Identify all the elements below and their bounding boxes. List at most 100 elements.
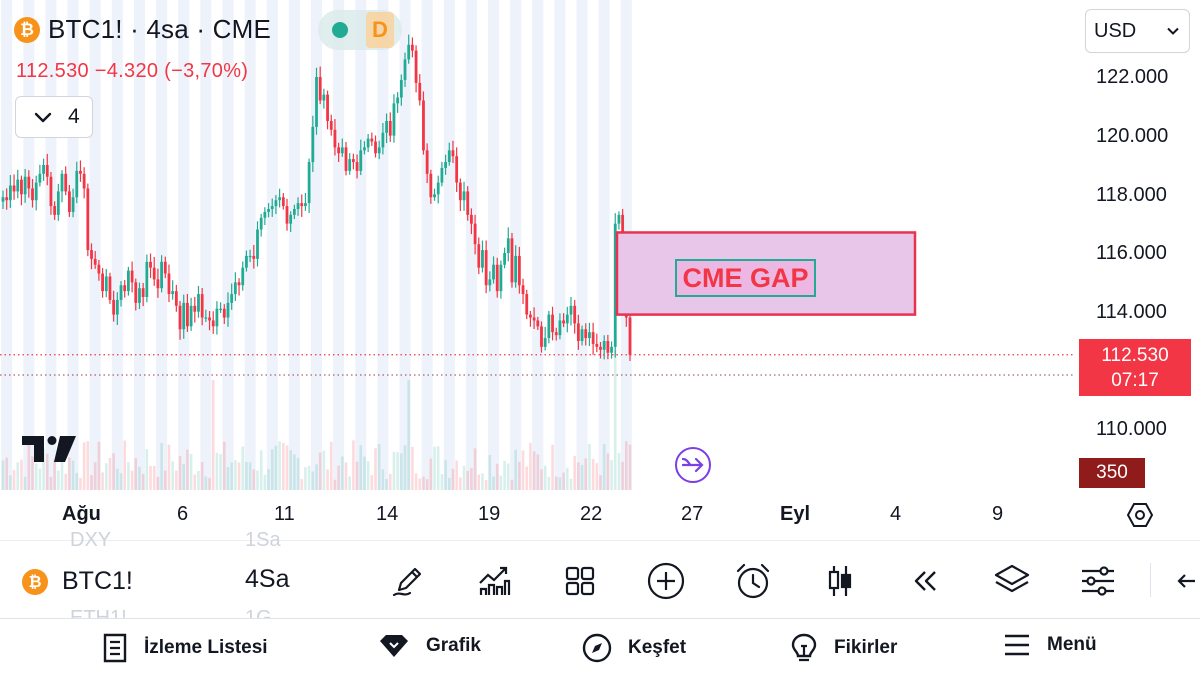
layout-button[interactable] — [558, 559, 602, 603]
replay-button[interactable] — [903, 559, 947, 603]
market-status-pill[interactable]: D — [318, 10, 402, 50]
candle-body — [326, 94, 329, 121]
candle-body — [200, 294, 204, 318]
add-button[interactable] — [644, 559, 688, 603]
session-band — [133, 0, 145, 490]
chart-area[interactable]: ₿ BTC1! · 4sa · CME D 112.530 −4.320 (−3… — [0, 0, 1200, 540]
volume-bar — [49, 476, 53, 490]
volume-bar — [116, 468, 119, 490]
session-band — [443, 0, 455, 490]
y-tick-label: 120.000 — [1096, 125, 1169, 147]
volume-bar — [510, 479, 514, 490]
candle-body — [554, 332, 558, 336]
volume-bar — [270, 449, 274, 490]
candle-body — [12, 185, 16, 192]
volume-bar — [204, 476, 208, 490]
candle-body — [292, 209, 296, 215]
candle-body — [429, 173, 433, 198]
nav-watchlist[interactable]: İzleme Listesi — [102, 633, 268, 663]
nav-chart[interactable]: Grafik — [378, 633, 481, 659]
volume-bar — [252, 469, 256, 490]
volume-bar — [248, 462, 252, 490]
candle-body — [547, 314, 551, 339]
cme-gap-label[interactable]: CME GAP — [675, 259, 816, 297]
volume-bar — [363, 456, 366, 490]
volume-bar — [455, 460, 458, 490]
candle-body — [211, 320, 215, 327]
nav-ideas[interactable]: Fikirler — [790, 633, 897, 663]
volume-bar — [400, 453, 403, 490]
indicators-toggle-button[interactable]: 4 — [15, 96, 93, 138]
symbol-title[interactable]: BTC1! · 4sa · CME — [48, 14, 271, 44]
session-band — [200, 0, 212, 490]
volume-bar — [241, 446, 245, 490]
candle-body — [584, 329, 588, 339]
alert-button[interactable] — [731, 559, 775, 603]
volume-bar — [610, 460, 613, 490]
candle-body — [315, 77, 318, 127]
candle-body — [49, 176, 53, 207]
volume-bar — [602, 444, 606, 490]
chart-type-button[interactable] — [818, 559, 862, 603]
currency-select[interactable]: USD — [1085, 9, 1190, 53]
volume-bar — [60, 453, 64, 490]
volume-bar — [506, 463, 510, 490]
grid-layout-icon — [565, 566, 595, 596]
candle-body — [569, 305, 573, 315]
candle-body — [5, 197, 9, 201]
volume-bar — [163, 470, 167, 490]
session-band — [576, 0, 588, 490]
session-band — [488, 0, 500, 490]
object-tree-button[interactable] — [990, 559, 1034, 603]
candle-body — [219, 308, 223, 310]
sliders-icon — [1082, 566, 1114, 596]
toolbar-divider — [1150, 563, 1151, 597]
volume-bar — [104, 463, 108, 490]
volume-bar — [197, 471, 200, 490]
session-band — [23, 0, 35, 490]
nav-ideas-label: Fikirler — [834, 637, 898, 658]
x-tick-label: Ağu — [62, 503, 101, 525]
nav-chart-label: Grafik — [426, 635, 481, 656]
candle-body — [126, 270, 130, 292]
interval-selector[interactable]: 4Sa — [245, 565, 290, 593]
volume-bar — [388, 473, 392, 490]
volume-bar — [377, 444, 381, 490]
candle-body — [27, 176, 31, 189]
volume-bar — [263, 474, 267, 490]
toolbar-scroll-button[interactable] — [1168, 559, 1200, 603]
drawing-tools-button[interactable] — [386, 559, 430, 603]
nav-explore[interactable]: Keşfet — [582, 633, 686, 663]
volume-bar — [547, 476, 551, 490]
settings-sliders-button[interactable] — [1076, 559, 1120, 603]
symbol-selector[interactable]: ₿ BTC1! — [22, 567, 133, 596]
volume-bar — [344, 462, 348, 490]
candle-body — [1, 197, 5, 202]
nav-menu[interactable]: Menü — [1003, 633, 1097, 657]
quote-line: 112.530 −4.320 (−3,70%) — [16, 60, 249, 82]
candle-body — [34, 182, 38, 201]
chart-settings-icon[interactable] — [1126, 501, 1154, 529]
volume-bar — [293, 454, 296, 490]
session-band — [598, 0, 610, 490]
symbol-header[interactable]: ₿ BTC1! · 4sa · CME — [14, 14, 271, 45]
volume-bar — [352, 440, 355, 490]
candle-body — [112, 299, 116, 315]
candle-body — [38, 173, 42, 183]
volume-bar — [411, 446, 414, 490]
candle-body — [355, 162, 359, 171]
candle-body — [322, 94, 326, 101]
tradingview-logo-icon — [22, 436, 76, 462]
volume-bar — [259, 450, 263, 490]
volume-bar — [75, 472, 79, 490]
indicators-button[interactable] — [472, 559, 516, 603]
candle-body — [186, 302, 189, 327]
volume-bar — [68, 457, 71, 490]
candle-body — [536, 320, 540, 327]
volume-bar — [138, 466, 141, 490]
candle-body — [75, 170, 79, 198]
volume-bar — [341, 456, 344, 490]
last-price-value: 112.530 — [1101, 345, 1169, 366]
scroll-to-realtime-button[interactable] — [675, 447, 711, 483]
volume-bar — [38, 468, 42, 490]
